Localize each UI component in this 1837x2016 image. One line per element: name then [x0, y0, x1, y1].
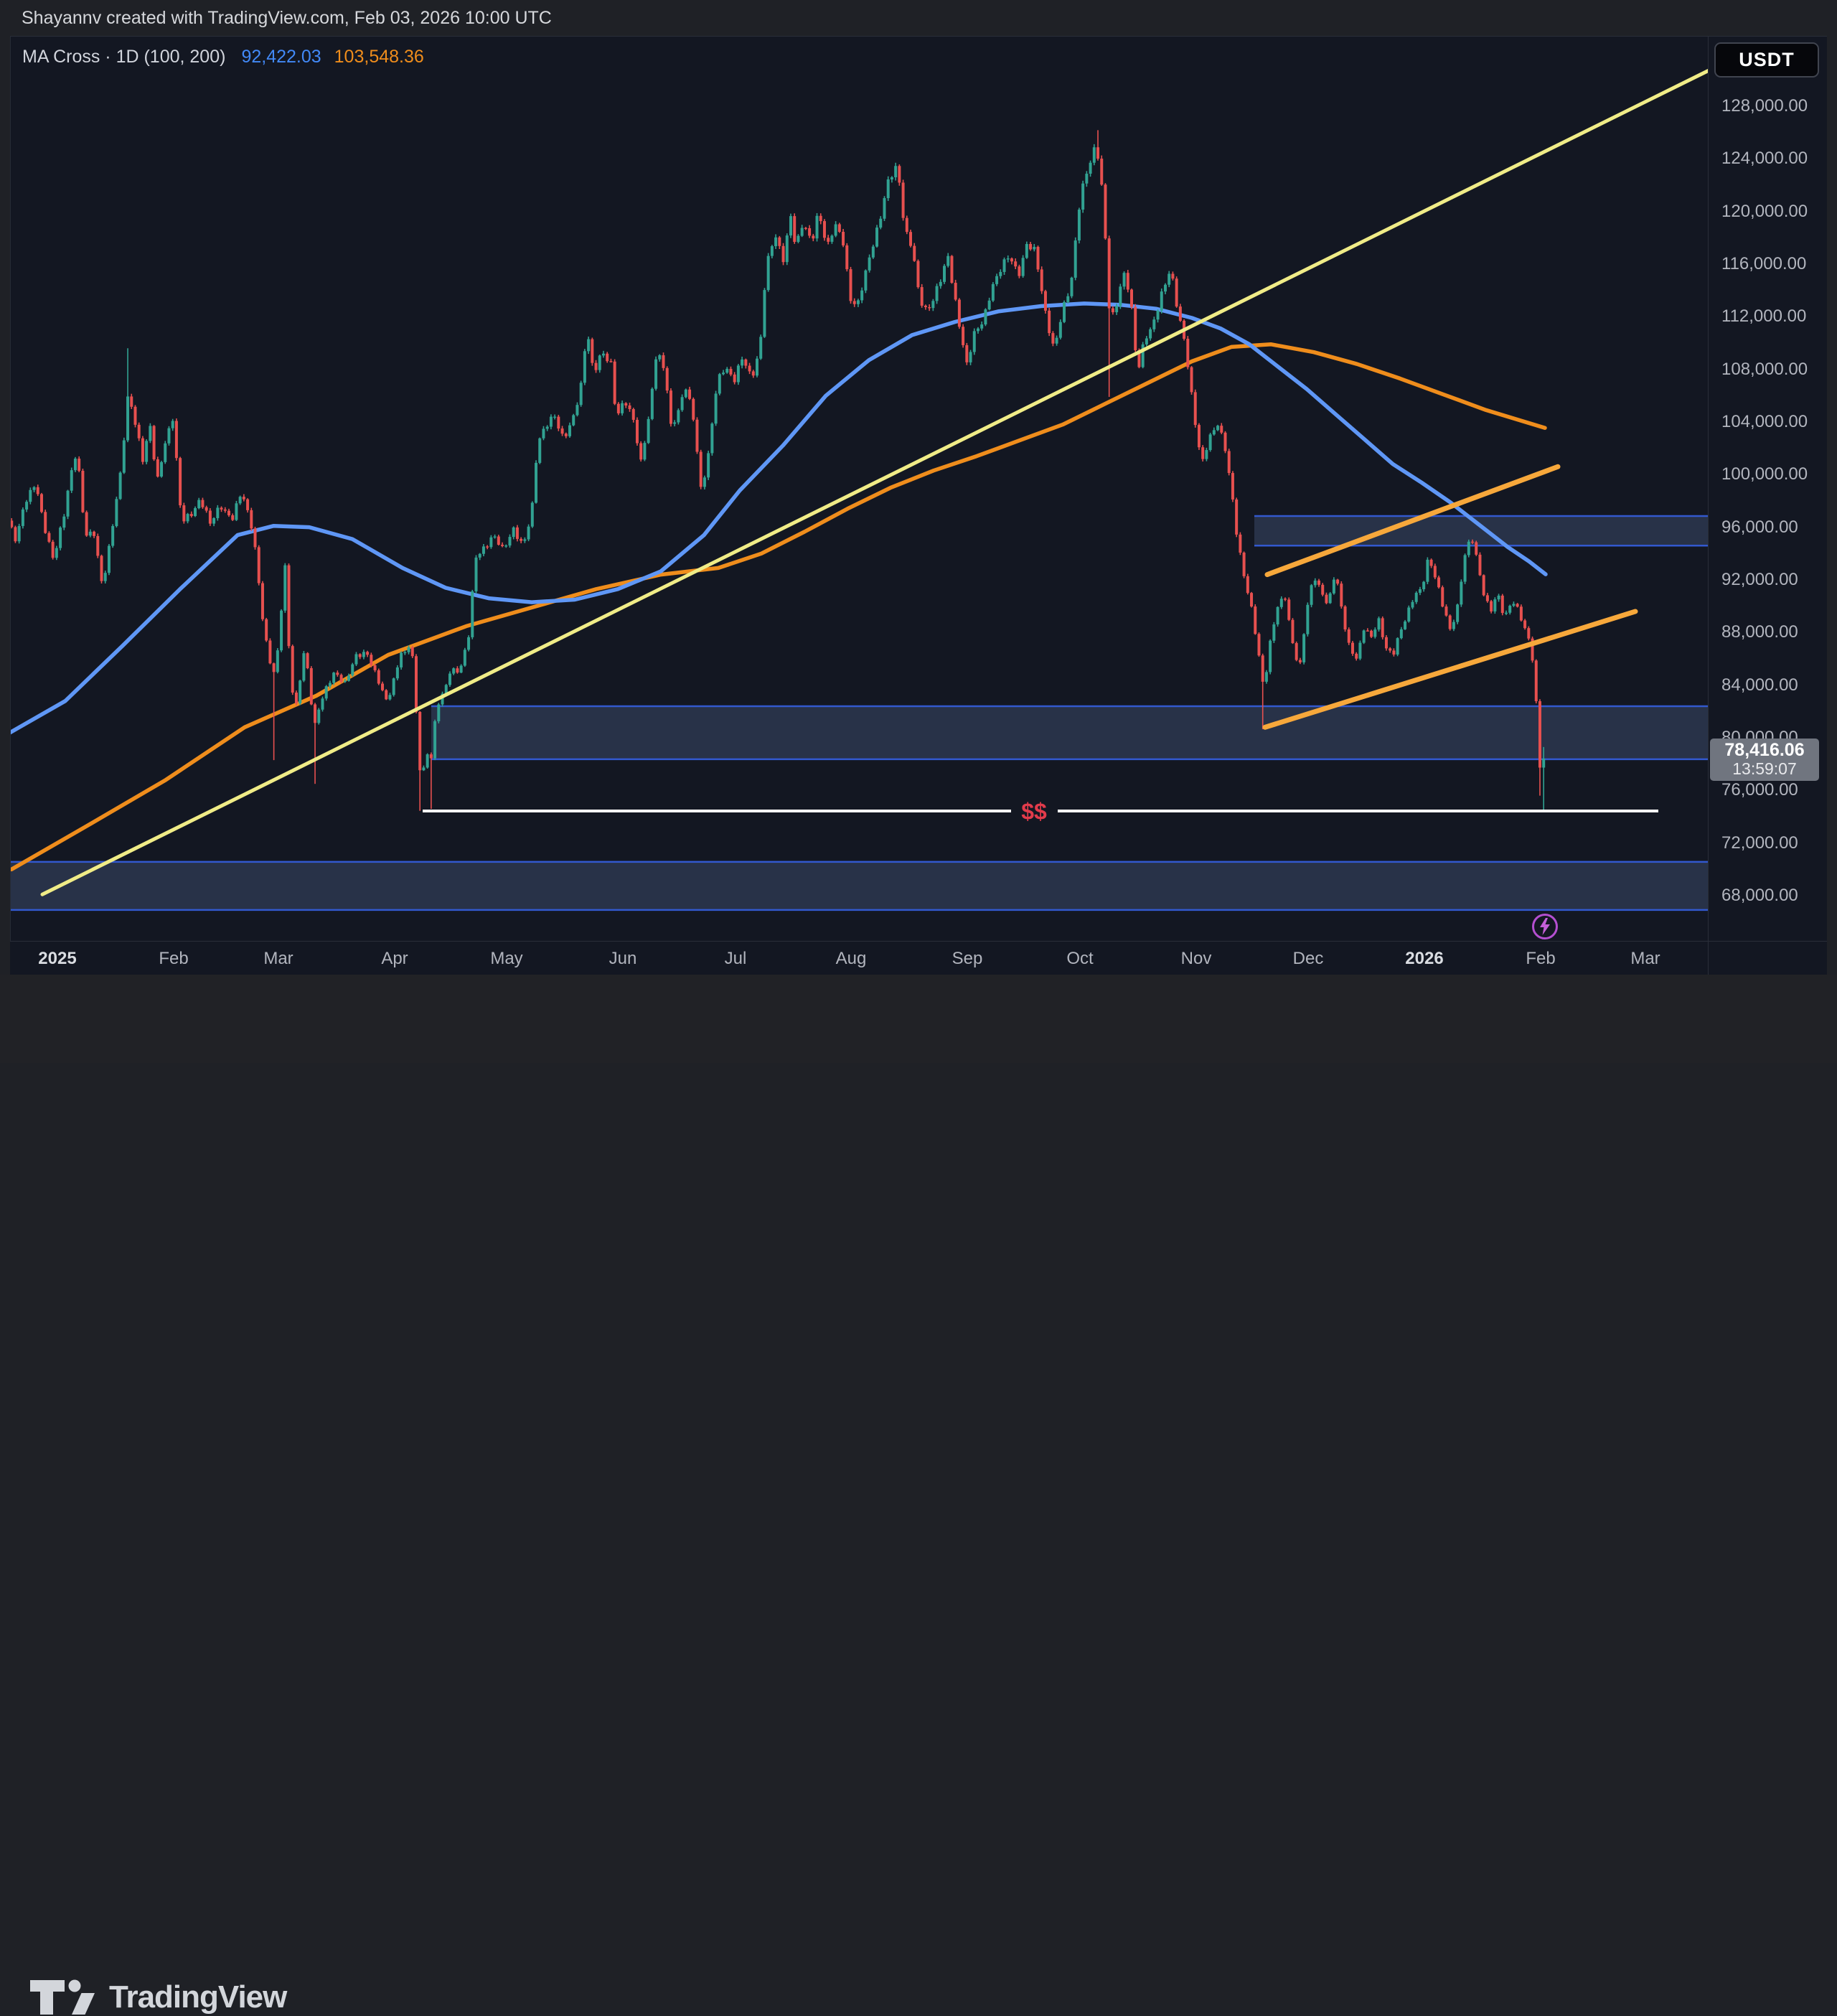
flash-snapshot-button[interactable] [1532, 914, 1558, 939]
last-price-badge: 78,416.06 13:59:07 [1710, 739, 1819, 782]
time-tick-label[interactable]: May [490, 949, 523, 968]
ma100-value: 92,422.03 [241, 47, 321, 67]
price-tick-label: 88,000.00 [1721, 622, 1798, 642]
bar-countdown: 13:59:07 [1732, 759, 1797, 779]
price-tick-label: 120,000.00 [1721, 201, 1808, 221]
attribution-text: Shayannv created with TradingView.com, F… [22, 8, 552, 28]
price-tick-label: 116,000.00 [1721, 253, 1807, 273]
price-tick-label: 96,000.00 [1721, 517, 1798, 537]
time-tick-label[interactable]: 2026 [1405, 949, 1444, 968]
header-strip: Shayannv created with TradingView.com, F… [0, 0, 1837, 36]
tradingview-logo-icon [30, 1979, 95, 2015]
time-tick-label[interactable]: Aug [835, 949, 867, 968]
time-tick-label[interactable]: Nov [1180, 949, 1212, 968]
footer-strip: TradingView [0, 975, 1837, 2015]
time-tick-label[interactable]: Jul [724, 949, 747, 968]
time-tick-label[interactable]: 2025 [38, 949, 77, 968]
supply-zone-96k [1254, 516, 1709, 546]
indicator-label: MA Cross · 1D (100, 200) [22, 47, 226, 67]
price-tick-label: 128,000.00 [1721, 95, 1808, 116]
axis-corner-separator [1708, 942, 1709, 975]
time-tick-label[interactable]: Dec [1292, 949, 1324, 968]
orange-resistance [1264, 464, 1561, 578]
tradingview-logo-text: TradingView [109, 1979, 287, 2015]
tradingview-logo[interactable]: TradingView [29, 1979, 287, 2016]
indicator-legend[interactable]: MA Cross · 1D (100, 200) 92,422.03 103,548… [22, 47, 424, 67]
time-tick-label[interactable]: Apr [381, 949, 408, 968]
price-tick-label: 72,000.00 [1721, 833, 1798, 853]
price-tick-label: 108,000.00 [1721, 359, 1808, 379]
time-tick-label[interactable]: Sep [952, 949, 983, 968]
price-tick-label: 68,000.00 [1721, 886, 1798, 906]
demand-zone-80k [431, 705, 1709, 759]
price-tick-label: 100,000.00 [1721, 464, 1808, 484]
price-tick-label: 104,000.00 [1721, 411, 1808, 431]
last-price-value: 78,416.06 [1724, 740, 1805, 761]
candlestick-chart [11, 68, 1709, 911]
price-axis[interactable]: USDT 128,000.00 124,000.00 120,000.00 116,0… [1708, 36, 1827, 941]
candles-layer [11, 130, 1546, 811]
lightning-icon [1540, 918, 1550, 935]
demand-zone-68k [11, 861, 1709, 910]
ma200-line [11, 342, 1547, 872]
price-tick-label: 92,000.00 [1721, 569, 1798, 589]
price-tick-label: 112,000.00 [1721, 306, 1807, 327]
price-tick-label: 84,000.00 [1721, 675, 1798, 695]
time-axis[interactable]: 2025 Feb Mar Apr May Jun Jul Aug Sep Oct Nov Dec 202… [10, 941, 1827, 975]
price-tick-label: 76,000.00 [1721, 780, 1798, 800]
chart-pane[interactable]: MA Cross · 1D (100, 200) 92,422.03 103,548… [10, 36, 1709, 941]
price-tick-label: 124,000.00 [1721, 149, 1808, 169]
time-tick-label[interactable]: Mar [1630, 949, 1660, 968]
time-tick-label[interactable]: Mar [263, 949, 293, 968]
orange-support [1262, 609, 1638, 730]
ma100-line [11, 301, 1548, 735]
time-tick-label[interactable]: Feb [1526, 949, 1556, 968]
time-tick-label[interactable]: Feb [159, 949, 189, 968]
ma200-value: 103,548.36 [334, 47, 424, 67]
quote-currency-badge: USDT [1714, 42, 1819, 78]
dollar-annotation: $$ [1021, 798, 1047, 825]
yellow-uptrend [40, 68, 1709, 896]
time-tick-label[interactable]: Jun [609, 949, 637, 968]
time-tick-label[interactable]: Oct [1066, 949, 1094, 968]
